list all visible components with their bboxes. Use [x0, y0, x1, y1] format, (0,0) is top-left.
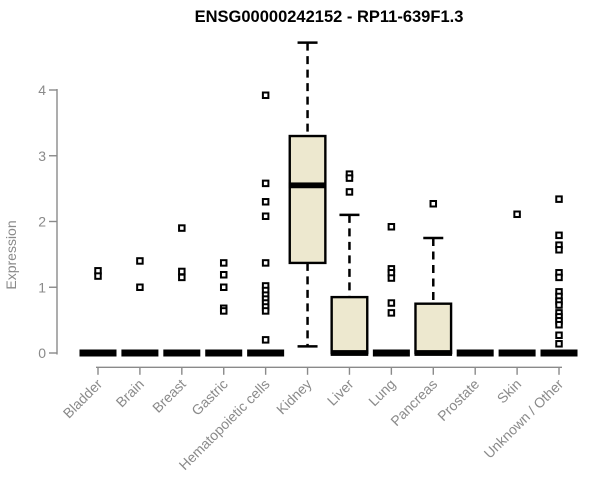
x-category-label-liver: Liver	[324, 376, 357, 409]
zero-bar	[498, 349, 536, 357]
zero-bar	[372, 349, 410, 357]
median-line	[330, 350, 369, 356]
y-tick-label: 4	[38, 82, 46, 98]
boxplot-hematopoietic-cells	[247, 91, 285, 357]
outlier-point	[345, 174, 354, 182]
outlier-point	[555, 301, 563, 309]
y-tick-label: 1	[38, 279, 46, 295]
x-category-label-pancreas: Pancreas	[387, 376, 440, 429]
boxplot-bladder	[79, 267, 117, 357]
outlier-point	[261, 336, 270, 344]
x-category-label-unknown-other: Unknown / Other	[481, 376, 567, 462]
zero-bar	[163, 349, 201, 357]
outlier-point	[136, 257, 144, 265]
boxplot-breast	[163, 224, 201, 357]
outlier-point	[261, 259, 270, 267]
x-category-label-prostate: Prostate	[434, 376, 482, 424]
x-category-label-bladder: Bladder	[60, 376, 106, 422]
outlier-point	[261, 307, 270, 315]
zero-bar	[205, 349, 243, 357]
box-rect	[414, 302, 453, 355]
outlier-point	[219, 259, 228, 267]
outlier-point	[219, 271, 228, 279]
chart-title: ENSG00000242152 - RP11-639F1.3	[195, 8, 464, 26]
outlier-point	[555, 195, 563, 203]
outlier-point	[261, 91, 270, 100]
x-category-label-lung: Lung	[365, 376, 398, 409]
outlier-point	[555, 231, 563, 240]
outlier-point	[261, 212, 270, 220]
y-axis-title: Expression	[3, 220, 19, 289]
boxplot-unknown-other	[540, 195, 578, 357]
outlier-point	[513, 210, 521, 219]
zero-bar	[247, 349, 285, 357]
outlier-point	[387, 223, 396, 231]
boxplot-brain	[121, 257, 159, 357]
outlier-point	[219, 283, 228, 291]
zero-bar	[121, 349, 159, 357]
outlier-point	[555, 246, 563, 254]
x-category-label-brain: Brain	[113, 376, 147, 410]
zero-bar	[540, 349, 578, 357]
outlier-point	[345, 188, 354, 196]
outlier-point	[261, 179, 270, 188]
boxplot-skin	[498, 210, 536, 357]
box-rect	[330, 295, 369, 355]
outlier-point	[555, 273, 563, 282]
boxplot-lung	[372, 223, 410, 357]
outlier-point	[219, 307, 228, 315]
x-category-label-breast: Breast	[149, 376, 189, 416]
boxplot-kidney	[288, 41, 327, 348]
outlier-point	[387, 274, 396, 282]
boxplot-prostate	[456, 349, 494, 357]
zero-bar	[79, 349, 117, 357]
box-rect	[288, 134, 327, 265]
outlier-point	[178, 267, 186, 276]
y-tick-label: 2	[38, 214, 46, 230]
outlier-point	[555, 331, 563, 339]
outlier-point	[261, 198, 270, 206]
outlier-point	[387, 299, 396, 307]
outlier-point	[178, 224, 186, 232]
boxplot-gastric	[205, 259, 243, 357]
y-tick-label: 3	[38, 148, 46, 164]
outlier-point	[178, 273, 186, 282]
zero-bar	[456, 349, 494, 357]
outlier-point	[555, 320, 563, 329]
outlier-point	[136, 283, 144, 291]
outlier-point	[429, 199, 438, 208]
median-line	[288, 182, 327, 189]
y-tick-label: 0	[38, 345, 46, 361]
median-line	[414, 350, 453, 356]
boxplot-pancreas	[414, 199, 453, 356]
outlier-point	[387, 309, 396, 317]
outlier-point	[94, 272, 102, 280]
boxplot-liver	[330, 170, 369, 356]
x-category-label-skin: Skin	[494, 376, 525, 407]
x-category-label-kidney: Kidney	[273, 376, 315, 418]
outlier-point	[555, 340, 563, 348]
